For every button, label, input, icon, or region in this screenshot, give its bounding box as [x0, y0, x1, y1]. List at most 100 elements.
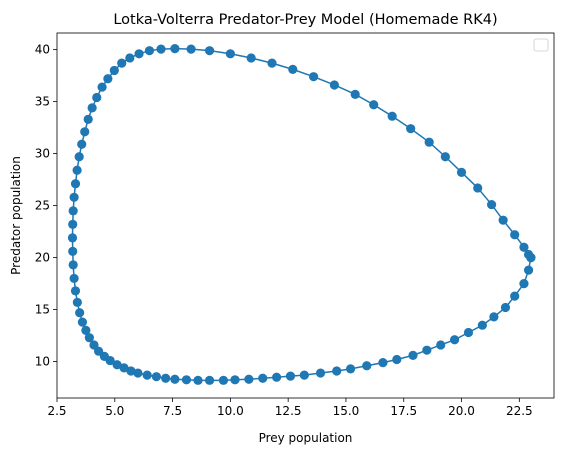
x-tick-label: 22.5: [506, 404, 533, 418]
data-point: [392, 354, 402, 365]
data-point: [258, 373, 268, 383]
data-point: [362, 361, 372, 371]
data-point: [267, 58, 277, 68]
y-tick-label: 20: [35, 251, 50, 265]
data-point: [92, 92, 102, 103]
data-point: [72, 297, 82, 307]
data-point: [74, 152, 84, 162]
y-axis-ticks: 10 15 20 25 30 35 40: [35, 43, 57, 369]
x-tick-label: 12.5: [275, 404, 302, 418]
data-point: [80, 127, 90, 137]
data-point: [170, 43, 180, 54]
data-point: [345, 364, 356, 374]
data-point: [329, 80, 339, 90]
data-point: [456, 167, 467, 177]
y-tick-label: 40: [35, 43, 50, 57]
data-point: [103, 74, 113, 84]
data-point: [523, 265, 534, 275]
data-point: [67, 233, 78, 243]
data-point: [369, 100, 379, 110]
y-tick-label: 25: [35, 199, 50, 213]
data-point: [498, 215, 508, 225]
x-tick-label: 7.5: [163, 404, 182, 418]
data-point: [77, 317, 88, 327]
data-point: [473, 183, 483, 193]
data-point: [510, 230, 520, 240]
chart-title: Lotka-Volterra Predator-Prey Model (Home…: [113, 12, 497, 28]
data-point: [244, 374, 254, 384]
data-point: [112, 360, 122, 370]
data-point: [81, 325, 91, 336]
data-point: [272, 372, 282, 382]
data-point: [424, 137, 434, 147]
data-point: [69, 273, 79, 284]
data-point: [406, 124, 416, 134]
data-point: [500, 302, 511, 313]
data-point: [193, 375, 203, 385]
data-point: [225, 49, 235, 59]
data-point: [75, 308, 85, 318]
data-point: [519, 279, 529, 289]
data-point: [70, 286, 81, 296]
data-point: [68, 206, 78, 216]
y-tick-label: 35: [35, 95, 50, 109]
data-point: [144, 46, 155, 56]
data-point: [97, 82, 107, 92]
data-point: [218, 375, 229, 385]
x-tick-label: 17.5: [390, 404, 417, 418]
data-point: [350, 89, 360, 99]
data-point: [126, 366, 136, 376]
data-point: [526, 253, 536, 263]
data-point: [156, 44, 166, 54]
x-axis-title: Prey population: [259, 431, 353, 445]
data-point: [489, 312, 499, 322]
data-point: [436, 340, 446, 350]
data-point: [109, 65, 119, 76]
legend-box: [533, 38, 549, 52]
data-point: [510, 291, 520, 301]
data-point: [308, 72, 319, 82]
data-point: [119, 363, 129, 373]
data-point: [72, 165, 82, 175]
y-tick-label: 15: [35, 303, 50, 317]
x-tick-label: 5.0: [105, 404, 124, 418]
data-point: [125, 53, 135, 63]
data-point: [408, 350, 418, 360]
data-point: [450, 335, 460, 345]
data-point: [70, 179, 81, 189]
data-point: [378, 358, 388, 368]
data-point: [315, 368, 326, 378]
data-point: [151, 372, 161, 382]
data-point: [170, 374, 180, 384]
plot-frame: [56, 32, 555, 399]
data-point: [69, 192, 79, 202]
data-point: [68, 246, 78, 256]
data-point: [519, 242, 529, 252]
data-point: [486, 199, 497, 210]
data-point: [134, 49, 144, 59]
x-tick-label: 10.0: [217, 404, 244, 418]
data-point: [246, 53, 256, 63]
data-point: [332, 366, 342, 376]
data-point: [68, 219, 78, 229]
data-point: [142, 370, 152, 380]
data-point: [133, 368, 143, 378]
data-point: [477, 320, 487, 330]
data-point: [89, 340, 99, 350]
data-point: [117, 58, 127, 68]
data-point: [83, 114, 93, 124]
data-point: [285, 371, 296, 381]
y-tick-label: 30: [35, 147, 50, 161]
data-point: [68, 260, 78, 270]
x-tick-label: 20.0: [448, 404, 475, 418]
data-point: [161, 373, 171, 383]
data-point: [299, 370, 309, 380]
data-point: [387, 111, 397, 121]
data-point: [463, 327, 474, 338]
series-points: [67, 43, 536, 385]
data-point: [181, 375, 192, 385]
y-tick-label: 10: [35, 355, 50, 369]
data-point: [84, 333, 94, 343]
x-tick-label: 15.0: [333, 404, 360, 418]
